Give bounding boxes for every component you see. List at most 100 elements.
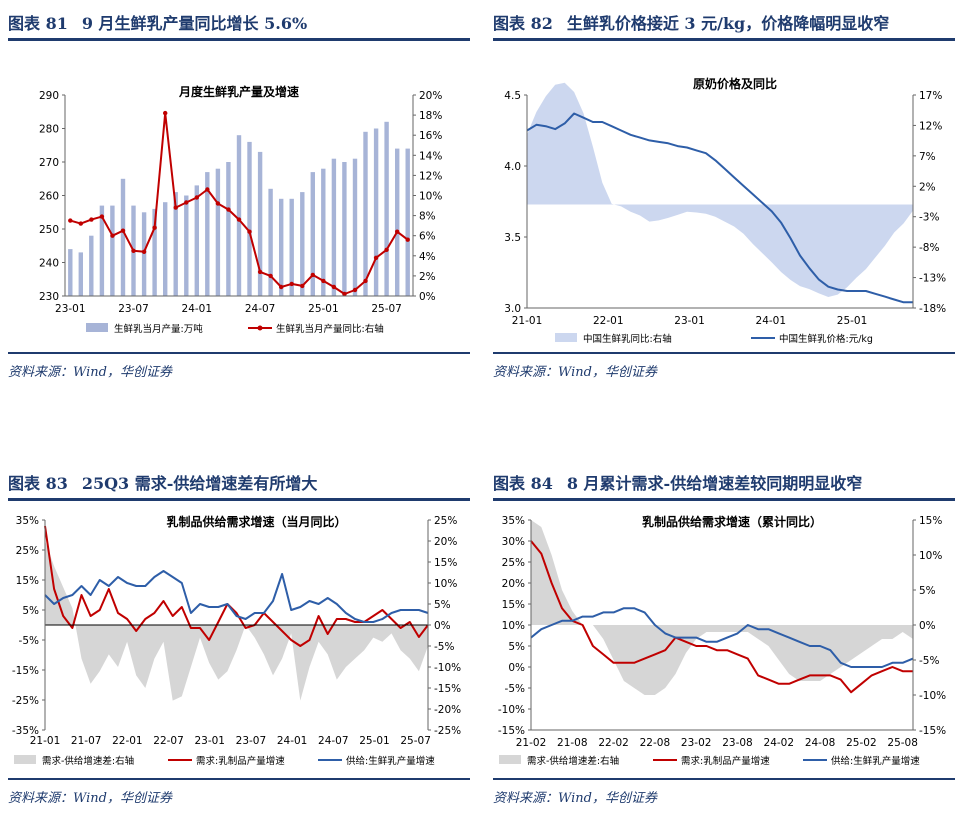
x-tick-label: 23-01 [194,735,225,747]
y-tick-label-left: -15% [12,665,39,677]
title-rule [8,498,470,501]
legend-label: 生鲜乳当月产量同比:右轴 [276,323,384,335]
line-point [363,278,368,284]
y-tick-label-left: 250 [39,224,59,236]
line-point [152,225,157,230]
y-tick-label-right: 25% [434,515,457,527]
panel-84: 图表 84 8 月累计需求-供给增速差较同期明显收窄 乳制品供给需求增速（累计同比… [493,470,955,820]
figure-number: 图表 83 [8,474,68,493]
line-point [331,284,337,290]
chart-81-svg: 月度生鲜乳产量及增速 230 240 250 260 270 280 290 0% 2% 4% 6% 8… [39,84,442,335]
x-tick-label: 21-02 [516,737,547,749]
bar [373,128,379,296]
x-tick-label: 23-02 [681,737,712,749]
legend-label: 供给:生鲜乳产量增速 [346,755,435,767]
y-tick-label-right: 10% [419,191,442,203]
series-line [44,570,429,623]
bar [331,158,337,296]
y-tick-label-left: 35% [502,515,525,527]
source-note: 资料来源：Wind，华创证券 [8,791,172,806]
panel-title: 图表 81 9 月生鲜乳产量同比增长 5.6% [8,10,470,36]
y-tick-label-left: 25% [16,545,39,557]
legend-label: 需求:乳制品产量增速 [196,755,285,767]
y-tick-label-right: -8% [919,242,939,254]
y-tick-label-left: 230 [39,291,59,303]
bar [78,252,83,296]
bottom-rule [493,778,955,780]
y-tick-label-left: 290 [39,90,59,102]
y-tick-label-right: -15% [919,725,946,737]
x-tick-label: 23-01 [674,315,705,327]
bar [342,162,347,296]
legend-label: 中国生鲜乳价格:元/kg [779,333,873,345]
chart-title: 原奶价格及同比 [693,76,777,91]
figure-title: 8 月累计需求-供给增速差较同期明显收窄 [566,474,863,493]
line-point [342,291,347,297]
line-point [194,195,199,200]
y-tick-label-right: -15% [434,683,461,695]
y-tick-label-left: 4.5 [504,90,521,102]
figure-title: 生鲜乳价格接近 3 元/kg，价格降幅明显收窄 [566,14,890,33]
line-point [257,269,263,275]
y-tick-label-right: 5% [919,585,936,597]
line-point [163,110,168,116]
y-tick-label-left: 20% [502,578,525,590]
y-tick-label-right: -25% [434,725,461,737]
y-tick-label-left: 30% [502,536,525,548]
y-tick-label-left: 10% [502,620,525,632]
legend-swatch [86,323,108,332]
line-point [110,233,115,238]
x-tick-label: 24-01 [756,315,787,327]
y-tick-label-left: 3.0 [504,303,521,315]
title-rule [493,498,955,501]
y-tick-label-right: 12% [419,170,442,182]
y-tick-label-right: 0% [919,620,936,632]
legend-label: 需求-供给增速差:右轴 [527,755,619,767]
y-tick-label-right: -10% [919,690,946,702]
panel-title: 图表 82 生鲜乳价格接近 3 元/kg，价格降幅明显收窄 [493,10,955,36]
series-area [45,541,428,701]
y-tick-label-left: -5% [505,683,525,695]
legend-label: 供给:生鲜乳产量增速 [831,755,920,767]
series-area [527,82,913,297]
y-tick-label-right: 2% [419,271,436,283]
chart-title: 月度生鲜乳产量及增速 [178,84,299,99]
y-tick-label-right: 14% [419,150,442,162]
bar [89,235,94,296]
x-tick-label: 22-08 [640,737,671,749]
y-tick-label-left: 5% [22,605,39,617]
y-tick-label-right: -5% [919,655,939,667]
bar [110,205,115,296]
line-point [68,218,73,223]
y-tick-label-right: 20% [419,90,442,102]
line-point [173,205,178,210]
bar [194,185,199,296]
x-tick-label: 23-01 [55,303,86,315]
y-tick-label-right: 5% [434,599,451,611]
line-point [226,207,231,212]
line-point [131,248,136,253]
bar [215,168,221,296]
y-tick-label-right: -18% [919,303,946,315]
legend-label: 中国生鲜乳同比:右轴 [583,333,672,345]
line-point [99,214,105,219]
y-tick-label-left: 240 [39,258,59,270]
bar [395,148,400,296]
x-tick-label: 23-07 [236,735,267,747]
y-tick-label-left: -35% [12,725,39,737]
y-tick-label-right: 0% [419,291,436,303]
y-tick-label-left: -5% [19,635,39,647]
legend-swatch [14,755,36,764]
line-point [384,247,389,252]
line-point [310,272,315,278]
chart-82-svg: 原奶价格及同比 3.0 3.5 4.0 4.5 -18% -13% -8% -3% 2% 7% 12%… [504,76,946,345]
bar [268,188,273,296]
bar [141,212,147,297]
line-point [236,217,242,222]
x-tick-label: 25-07 [371,303,402,315]
legend-label: 生鲜乳当月产量:万吨 [114,323,203,335]
y-tick-label-right: -13% [919,273,946,285]
y-tick-label-right: 18% [419,110,442,122]
bar [205,172,210,296]
line-point [405,237,410,242]
